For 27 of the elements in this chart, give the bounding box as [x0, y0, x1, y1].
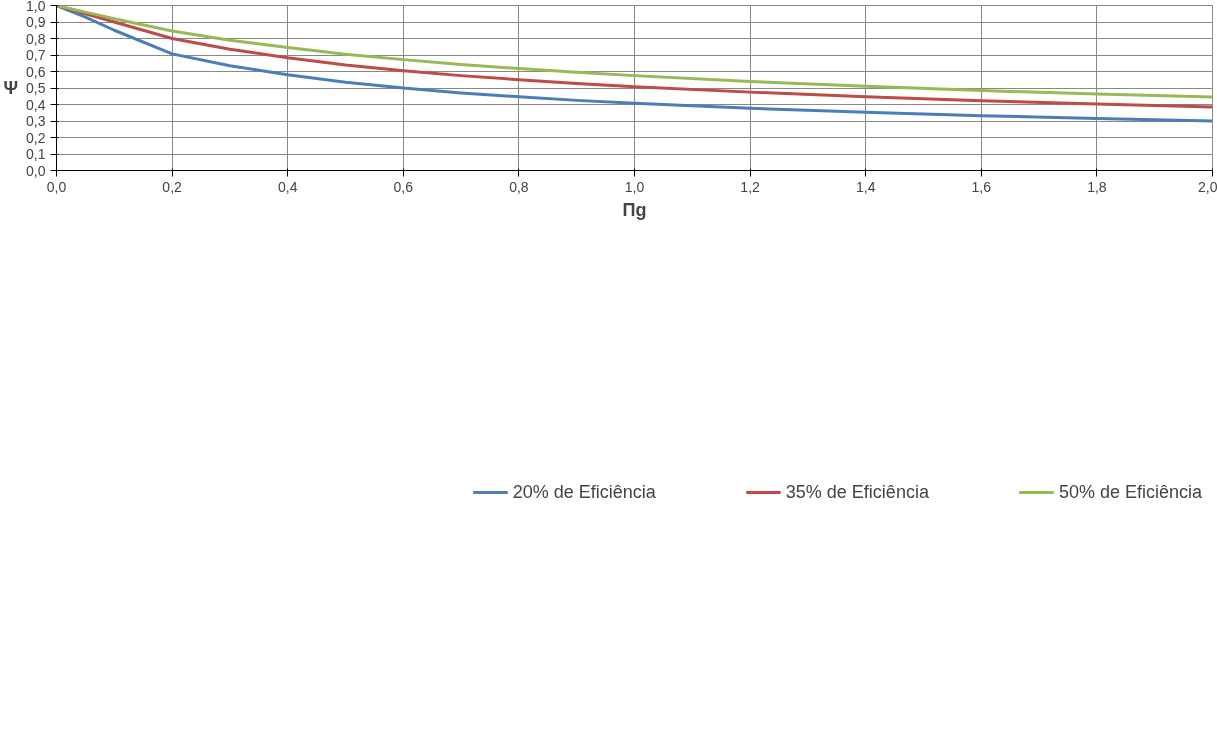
y-axis-title: Ψ	[3, 78, 19, 98]
x-tick-label: 0,0	[46, 178, 67, 195]
legend-label: 35% de Eficiência	[785, 481, 929, 503]
legend-label: 50% de Eficiência	[1058, 481, 1202, 503]
x-tick-label: 0,6	[393, 178, 414, 195]
y-tick-label: 0,9	[26, 14, 46, 30]
x-tick-label: 1,2	[740, 178, 761, 195]
y-tick-label: 0,7	[26, 47, 46, 63]
x-tick-label: 1,0	[624, 178, 645, 195]
y-tick-label: 0,2	[26, 129, 46, 146]
y-tick-label: 1,0	[26, 0, 46, 14]
y-tick-label: 0,0	[26, 162, 46, 179]
x-tick-label: 1,6	[971, 178, 992, 195]
x-tick-label: 2,0	[1198, 178, 1217, 195]
legend-label: 20% de Eficiência	[512, 481, 656, 503]
y-tick-label: 0,3	[26, 113, 46, 129]
y-tick-label: 0,6	[26, 63, 46, 80]
x-tick-label: 0,2	[162, 178, 183, 195]
x-tick-label: 0,4	[277, 178, 298, 195]
x-axis-title: Πg	[622, 199, 647, 220]
y-tick-label: 0,5	[26, 80, 46, 96]
y-tick-label: 0,4	[26, 96, 46, 113]
x-tick-label: 1,8	[1087, 178, 1107, 195]
y-tick-label: 0,1	[26, 146, 46, 162]
x-tick-label: 0,8	[509, 178, 529, 195]
x-tick-label: 1,4	[855, 178, 876, 195]
y-tick-label: 0,8	[26, 30, 46, 47]
